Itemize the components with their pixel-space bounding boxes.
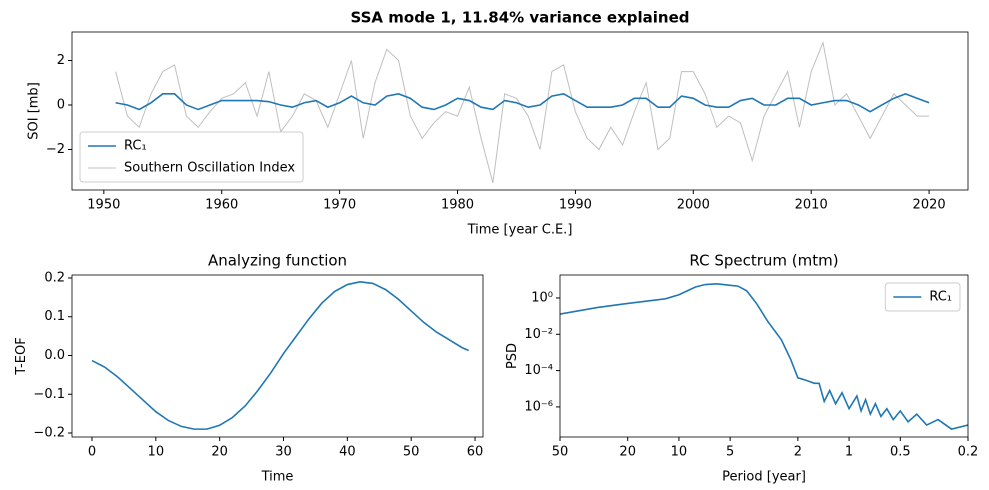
y-tick-label: 0.2 [44, 270, 65, 285]
legend: RC₁ [884, 282, 961, 312]
chart-title: RC Spectrum (mtm) [689, 252, 838, 270]
legend: RC₁ Southern Oscillation Index [79, 131, 304, 183]
y-tick-label: 10⁻⁴ [524, 363, 553, 378]
axes-frame [71, 274, 484, 438]
y-tick-label: −0.2 [33, 426, 65, 441]
subplot: SSA mode 1, 11.84% variance explained Tim… [26, 9, 969, 238]
chart-title: Analyzing function [208, 252, 347, 270]
x-axis-label: Time [261, 470, 294, 485]
y-tick-label: 10⁻⁶ [524, 399, 553, 414]
subplot: Analyzing function Time T-EOF 0 10 20 30 40 50 60… [14, 252, 484, 485]
axes-frame [559, 274, 969, 438]
subplot: RC Spectrum (mtm) Period [year] PSD 50 20 10 5… [505, 252, 978, 485]
y-tick-label: 10⁰ [531, 290, 553, 305]
legend-label: RC₁ [929, 290, 952, 305]
x-tick-label: 2000 [677, 198, 710, 213]
x-tick-label: 0.5 [890, 445, 911, 460]
y-axis-label: PSD [505, 343, 520, 369]
series-line [560, 283, 968, 430]
x-tick-label: 20 [211, 445, 228, 460]
legend-label: Southern Oscillation Index [124, 161, 295, 176]
chart-title: SSA mode 1, 11.84% variance explained [351, 9, 690, 27]
x-tick-label: 10 [671, 445, 688, 460]
series-line [91, 281, 469, 430]
x-tick-label: 2010 [795, 198, 828, 213]
x-tick-label: 5 [726, 445, 734, 460]
x-tick-label: 40 [339, 445, 356, 460]
series-line [115, 40, 930, 184]
x-tick-label: 50 [403, 445, 420, 460]
legend-box [79, 131, 304, 183]
y-tick-label: −2 [46, 142, 65, 157]
x-tick-label: 1950 [87, 198, 120, 213]
y-tick-label: 0.0 [44, 348, 65, 363]
y-tick-label: 0 [57, 97, 65, 112]
legend-box [884, 282, 961, 312]
y-axis-label: SOI [mb] [26, 82, 41, 140]
x-tick-label: 20 [619, 445, 636, 460]
x-tick-label: 60 [467, 445, 484, 460]
x-tick-label: 50 [552, 445, 569, 460]
x-tick-label: 1970 [323, 198, 356, 213]
x-tick-label: 30 [275, 445, 292, 460]
y-tick-label: 0.1 [44, 309, 65, 324]
x-axis-label: Time [year C.E.] [467, 223, 573, 238]
x-tick-label: 0 [88, 445, 96, 460]
y-axis-label: T-EOF [14, 337, 29, 375]
y-tick-label: −0.1 [33, 387, 65, 402]
axes-frame [71, 31, 969, 191]
series-line [115, 93, 930, 113]
x-tick-label: 2 [794, 445, 802, 460]
y-tick-label: 2 [57, 53, 65, 68]
x-tick-label: 0.2 [958, 445, 979, 460]
legend-label: RC₁ [124, 139, 147, 154]
x-axis-label: Period [year] [722, 470, 806, 485]
x-tick-label: 1 [845, 445, 853, 460]
y-tick-label: 10⁻² [524, 327, 553, 342]
x-tick-label: 1990 [559, 198, 592, 213]
x-tick-label: 10 [148, 445, 165, 460]
x-tick-label: 2020 [913, 198, 946, 213]
x-tick-label: 1980 [441, 198, 474, 213]
x-tick-label: 1960 [205, 198, 238, 213]
